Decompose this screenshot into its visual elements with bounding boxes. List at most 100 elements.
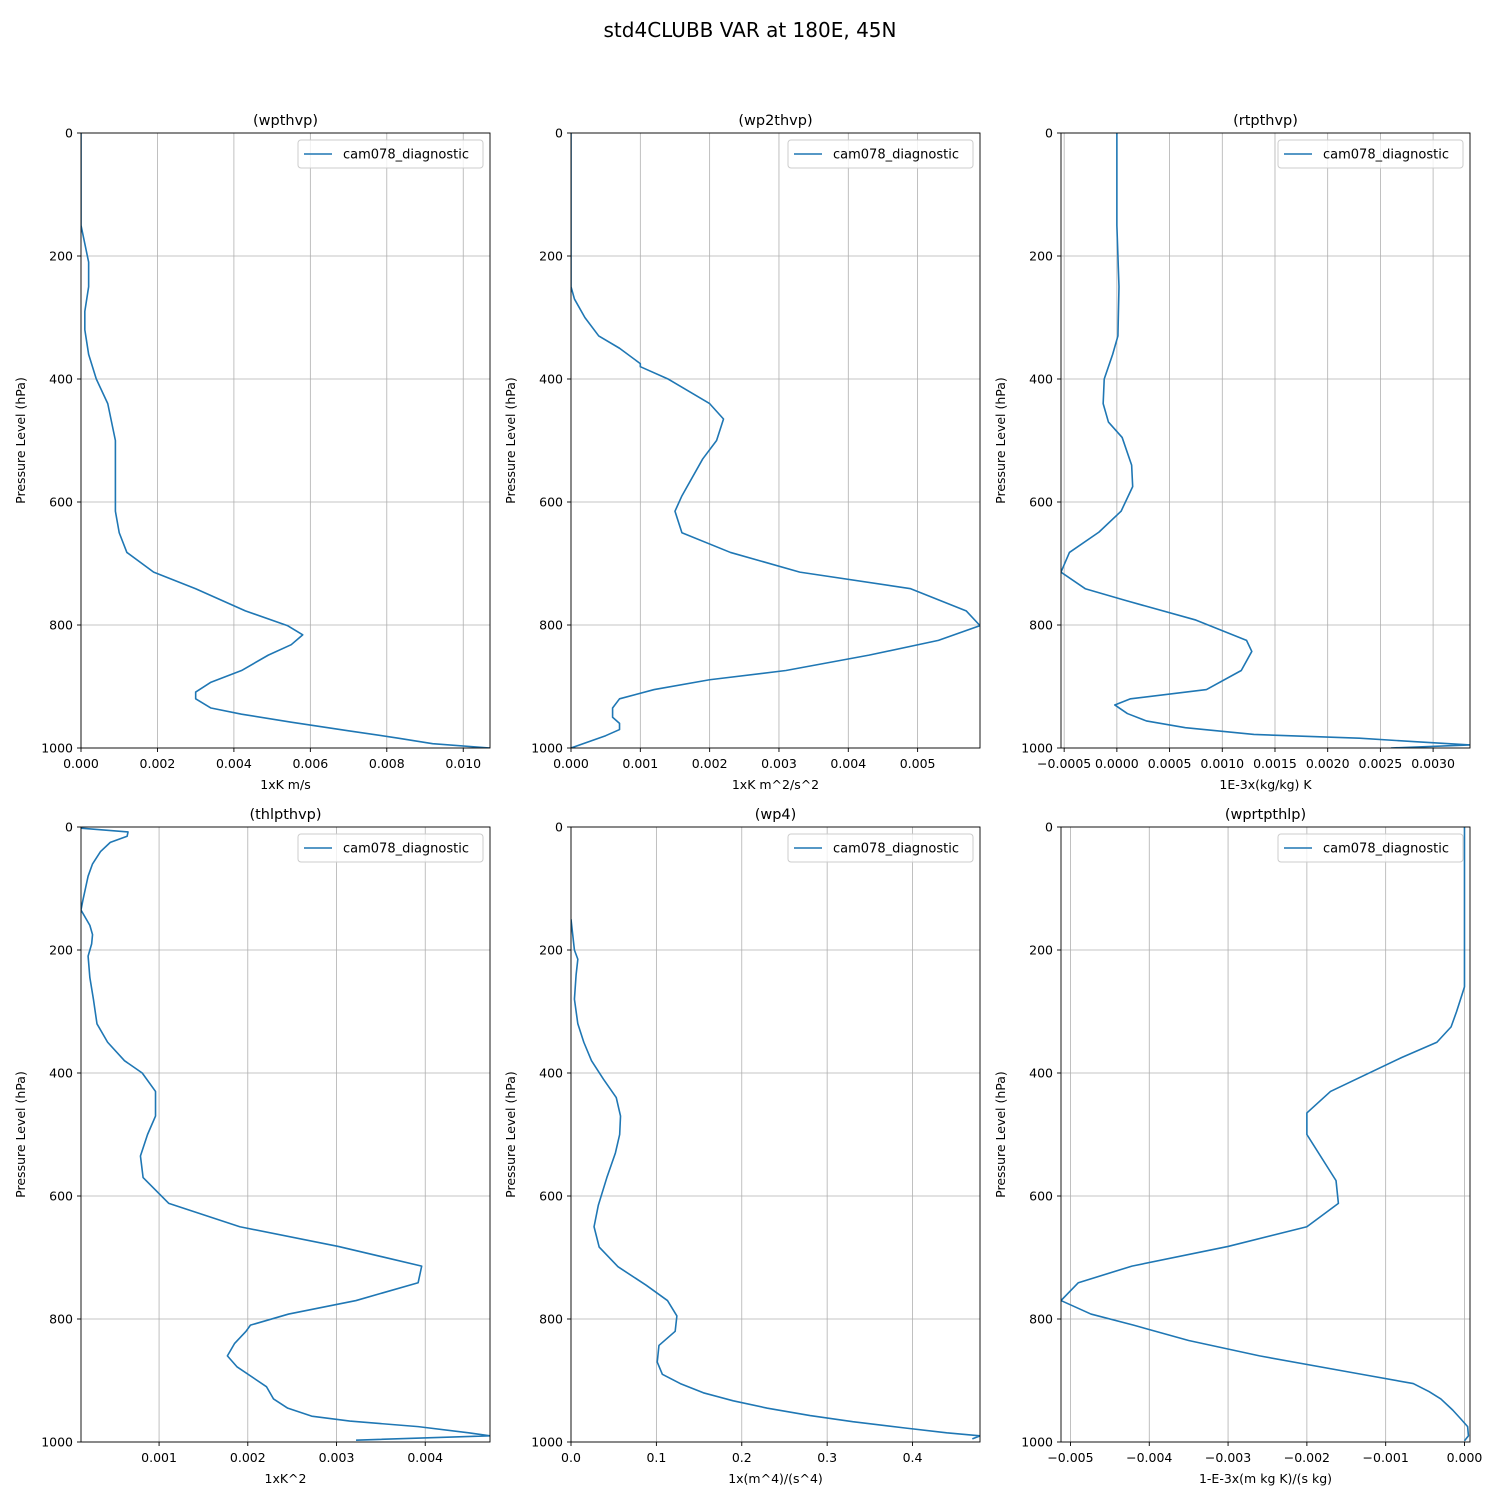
subplot-title: (wpthvp) xyxy=(253,113,318,129)
x-tick-label: 0.003 xyxy=(319,1450,355,1465)
subplot-2: 0.000 0.001 0.002 0.003 0.004 0.005 0 200 400 600… xyxy=(503,113,981,792)
y-tick-label: 800 xyxy=(539,618,563,633)
series-line-cam078-diagnostic xyxy=(571,133,980,748)
legend: cam078_diagnostic xyxy=(1277,139,1464,169)
y-tick-label: 0 xyxy=(1045,820,1053,835)
x-tick-label: 0.001 xyxy=(141,1450,177,1465)
axes-frame xyxy=(80,132,491,749)
y-tick-label: 800 xyxy=(539,1312,563,1327)
legend-box xyxy=(787,139,974,169)
x-tick-label: 0.0 xyxy=(561,1450,581,1465)
x-tick-label: 0.006 xyxy=(292,756,328,771)
x-tick-label: −0.0005 xyxy=(1037,756,1091,771)
y-tick-label: 1000 xyxy=(1021,1435,1053,1450)
legend: cam078_diagnostic xyxy=(787,833,974,863)
subplot-5: 0.0 0.1 0.2 0.3 0.4 0 200 400 600 800 1000 (wp4) 1x(… xyxy=(503,807,981,1486)
legend: cam078_diagnostic xyxy=(297,139,484,169)
x-tick-label: −0.002 xyxy=(1284,1450,1330,1465)
series-line-cam078-diagnostic xyxy=(1061,827,1470,1442)
subplot-title: (thlpthvp) xyxy=(249,807,321,823)
x-tick-label: −0.005 xyxy=(1047,1450,1093,1465)
y-axis-label: Pressure Level (hPa) xyxy=(13,377,28,504)
x-tick-label: 0.0030 xyxy=(1411,756,1455,771)
y-tick-label: 1000 xyxy=(1021,741,1053,756)
legend-box xyxy=(297,139,484,169)
y-tick-label: 200 xyxy=(539,249,563,264)
x-axis-label: 1xK m/s xyxy=(260,777,310,792)
y-tick-label: 600 xyxy=(49,495,73,510)
x-tick-label: −0.004 xyxy=(1126,1450,1172,1465)
subplot-title: (rtpthvp) xyxy=(1233,113,1298,129)
y-tick-label: 400 xyxy=(1029,372,1053,387)
x-tick-label: 0.005 xyxy=(900,756,936,771)
x-axis-label: 1E-3x(kg/kg) K xyxy=(1219,777,1312,792)
x-tick-label: 0.3 xyxy=(817,1450,837,1465)
y-tick-label: 1000 xyxy=(531,1435,563,1450)
series-line-cam078-diagnostic xyxy=(81,827,490,1441)
legend: cam078_diagnostic xyxy=(297,833,484,863)
x-tick-label: 0.008 xyxy=(369,756,405,771)
y-tick-label: 200 xyxy=(539,943,563,958)
x-axis-label: 1xK m^2/s^2 xyxy=(732,777,819,792)
y-tick-label: 600 xyxy=(1029,1189,1053,1204)
x-tick-label: 0.004 xyxy=(830,756,866,771)
y-tick-label: 1000 xyxy=(531,741,563,756)
subplot-title: (wp4) xyxy=(755,807,797,823)
x-tick-label: 0.002 xyxy=(140,756,176,771)
y-tick-label: 200 xyxy=(1029,943,1053,958)
x-tick-label: 0.0015 xyxy=(1253,756,1297,771)
legend-label: cam078_diagnostic xyxy=(343,842,469,857)
x-tick-label: 0.000 xyxy=(63,756,99,771)
x-tick-label: 0.002 xyxy=(230,1450,266,1465)
y-tick-label: 800 xyxy=(49,1312,73,1327)
legend-label: cam078_diagnostic xyxy=(343,148,469,163)
y-tick-label: 400 xyxy=(49,1066,73,1081)
x-tick-label: 0.2 xyxy=(732,1450,752,1465)
series-line-cam078-diagnostic xyxy=(571,919,980,1440)
subplot-4: 0.001 0.002 0.003 0.004 0 200 400 600 800 1000 (th… xyxy=(13,807,491,1486)
subplot-3: −0.0005 0.0000 0.0005 0.0010 0.0015 0.0020 0.0… xyxy=(993,113,1471,792)
y-axis-label: Pressure Level (hPa) xyxy=(503,377,518,504)
x-tick-label: 0.0005 xyxy=(1148,756,1192,771)
x-tick-label: 0.1 xyxy=(646,1450,666,1465)
y-tick-label: 1000 xyxy=(41,1435,73,1450)
y-tick-label: 0 xyxy=(1045,126,1053,141)
legend-label: cam078_diagnostic xyxy=(833,148,959,163)
axes-frame xyxy=(80,826,491,1443)
legend-box xyxy=(1277,833,1464,863)
x-tick-label: 0.010 xyxy=(445,756,481,771)
subplot-6: −0.005 −0.004 −0.003 −0.002 −0.001 0.000 0 200 4… xyxy=(993,807,1482,1486)
legend-box xyxy=(297,833,484,863)
y-tick-label: 400 xyxy=(539,372,563,387)
x-tick-label: 0.001 xyxy=(622,756,658,771)
x-tick-label: −0.003 xyxy=(1205,1450,1251,1465)
y-tick-label: 200 xyxy=(49,249,73,264)
y-tick-label: 0 xyxy=(555,820,563,835)
y-tick-label: 400 xyxy=(1029,1066,1053,1081)
legend-label: cam078_diagnostic xyxy=(1323,842,1449,857)
y-axis-label: Pressure Level (hPa) xyxy=(993,377,1008,504)
y-tick-label: 400 xyxy=(49,372,73,387)
legend-label: cam078_diagnostic xyxy=(833,842,959,857)
series-line-cam078-diagnostic xyxy=(81,133,490,748)
x-tick-label: 0.003 xyxy=(761,756,797,771)
y-tick-label: 0 xyxy=(65,820,73,835)
y-axis-label: Pressure Level (hPa) xyxy=(13,1071,28,1198)
y-tick-label: 800 xyxy=(49,618,73,633)
legend-label: cam078_diagnostic xyxy=(1323,148,1449,163)
x-tick-label: 0.000 xyxy=(1447,1450,1483,1465)
y-tick-label: 600 xyxy=(539,495,563,510)
axes-frame xyxy=(570,132,981,749)
subplot-title: (wprtpthlp) xyxy=(1225,807,1306,823)
axes-frame xyxy=(1060,826,1471,1443)
y-tick-label: 0 xyxy=(555,126,563,141)
legend-box xyxy=(787,833,974,863)
y-tick-label: 400 xyxy=(539,1066,563,1081)
subplot-grid: 0.000 0.002 0.004 0.006 0.008 0.0100200400600… xyxy=(13,113,1482,1486)
y-tick-label: 1000 xyxy=(41,741,73,756)
subplot-1: 0.000 0.002 0.004 0.006 0.008 0.010 0 200 400 600… xyxy=(13,113,491,792)
y-tick-label: 800 xyxy=(1029,1312,1053,1327)
y-axis-label: Pressure Level (hPa) xyxy=(503,1071,518,1198)
legend-box xyxy=(1277,139,1464,169)
axes-frame xyxy=(1060,132,1471,749)
